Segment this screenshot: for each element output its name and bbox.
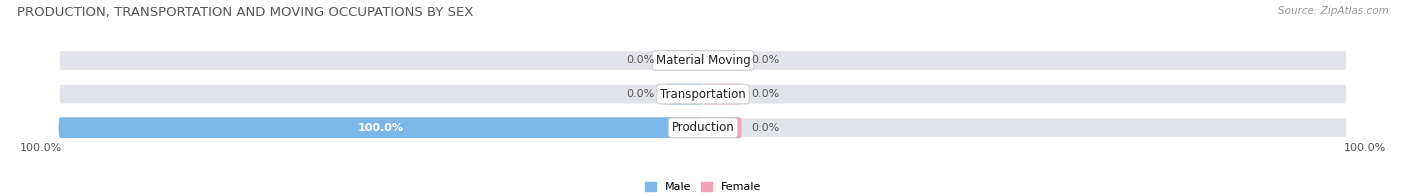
FancyBboxPatch shape bbox=[59, 50, 1347, 71]
Text: 0.0%: 0.0% bbox=[627, 89, 655, 99]
Text: 0.0%: 0.0% bbox=[751, 55, 779, 65]
Text: Source: ZipAtlas.com: Source: ZipAtlas.com bbox=[1278, 6, 1389, 16]
Text: 0.0%: 0.0% bbox=[751, 89, 779, 99]
Text: 100.0%: 100.0% bbox=[20, 143, 62, 153]
Text: 0.0%: 0.0% bbox=[751, 123, 779, 133]
FancyBboxPatch shape bbox=[703, 117, 742, 138]
FancyBboxPatch shape bbox=[665, 50, 703, 71]
Text: Production: Production bbox=[672, 121, 734, 134]
Text: PRODUCTION, TRANSPORTATION AND MOVING OCCUPATIONS BY SEX: PRODUCTION, TRANSPORTATION AND MOVING OC… bbox=[17, 6, 474, 19]
Text: 100.0%: 100.0% bbox=[1344, 143, 1386, 153]
FancyBboxPatch shape bbox=[59, 84, 1347, 104]
Text: Material Moving: Material Moving bbox=[655, 54, 751, 67]
FancyBboxPatch shape bbox=[665, 84, 703, 104]
Text: 100.0%: 100.0% bbox=[357, 123, 404, 133]
FancyBboxPatch shape bbox=[703, 50, 742, 71]
Text: 0.0%: 0.0% bbox=[627, 55, 655, 65]
FancyBboxPatch shape bbox=[703, 84, 742, 104]
Text: Transportation: Transportation bbox=[661, 88, 745, 101]
Legend: Male, Female: Male, Female bbox=[645, 181, 761, 192]
FancyBboxPatch shape bbox=[59, 117, 1347, 138]
FancyBboxPatch shape bbox=[59, 117, 703, 138]
